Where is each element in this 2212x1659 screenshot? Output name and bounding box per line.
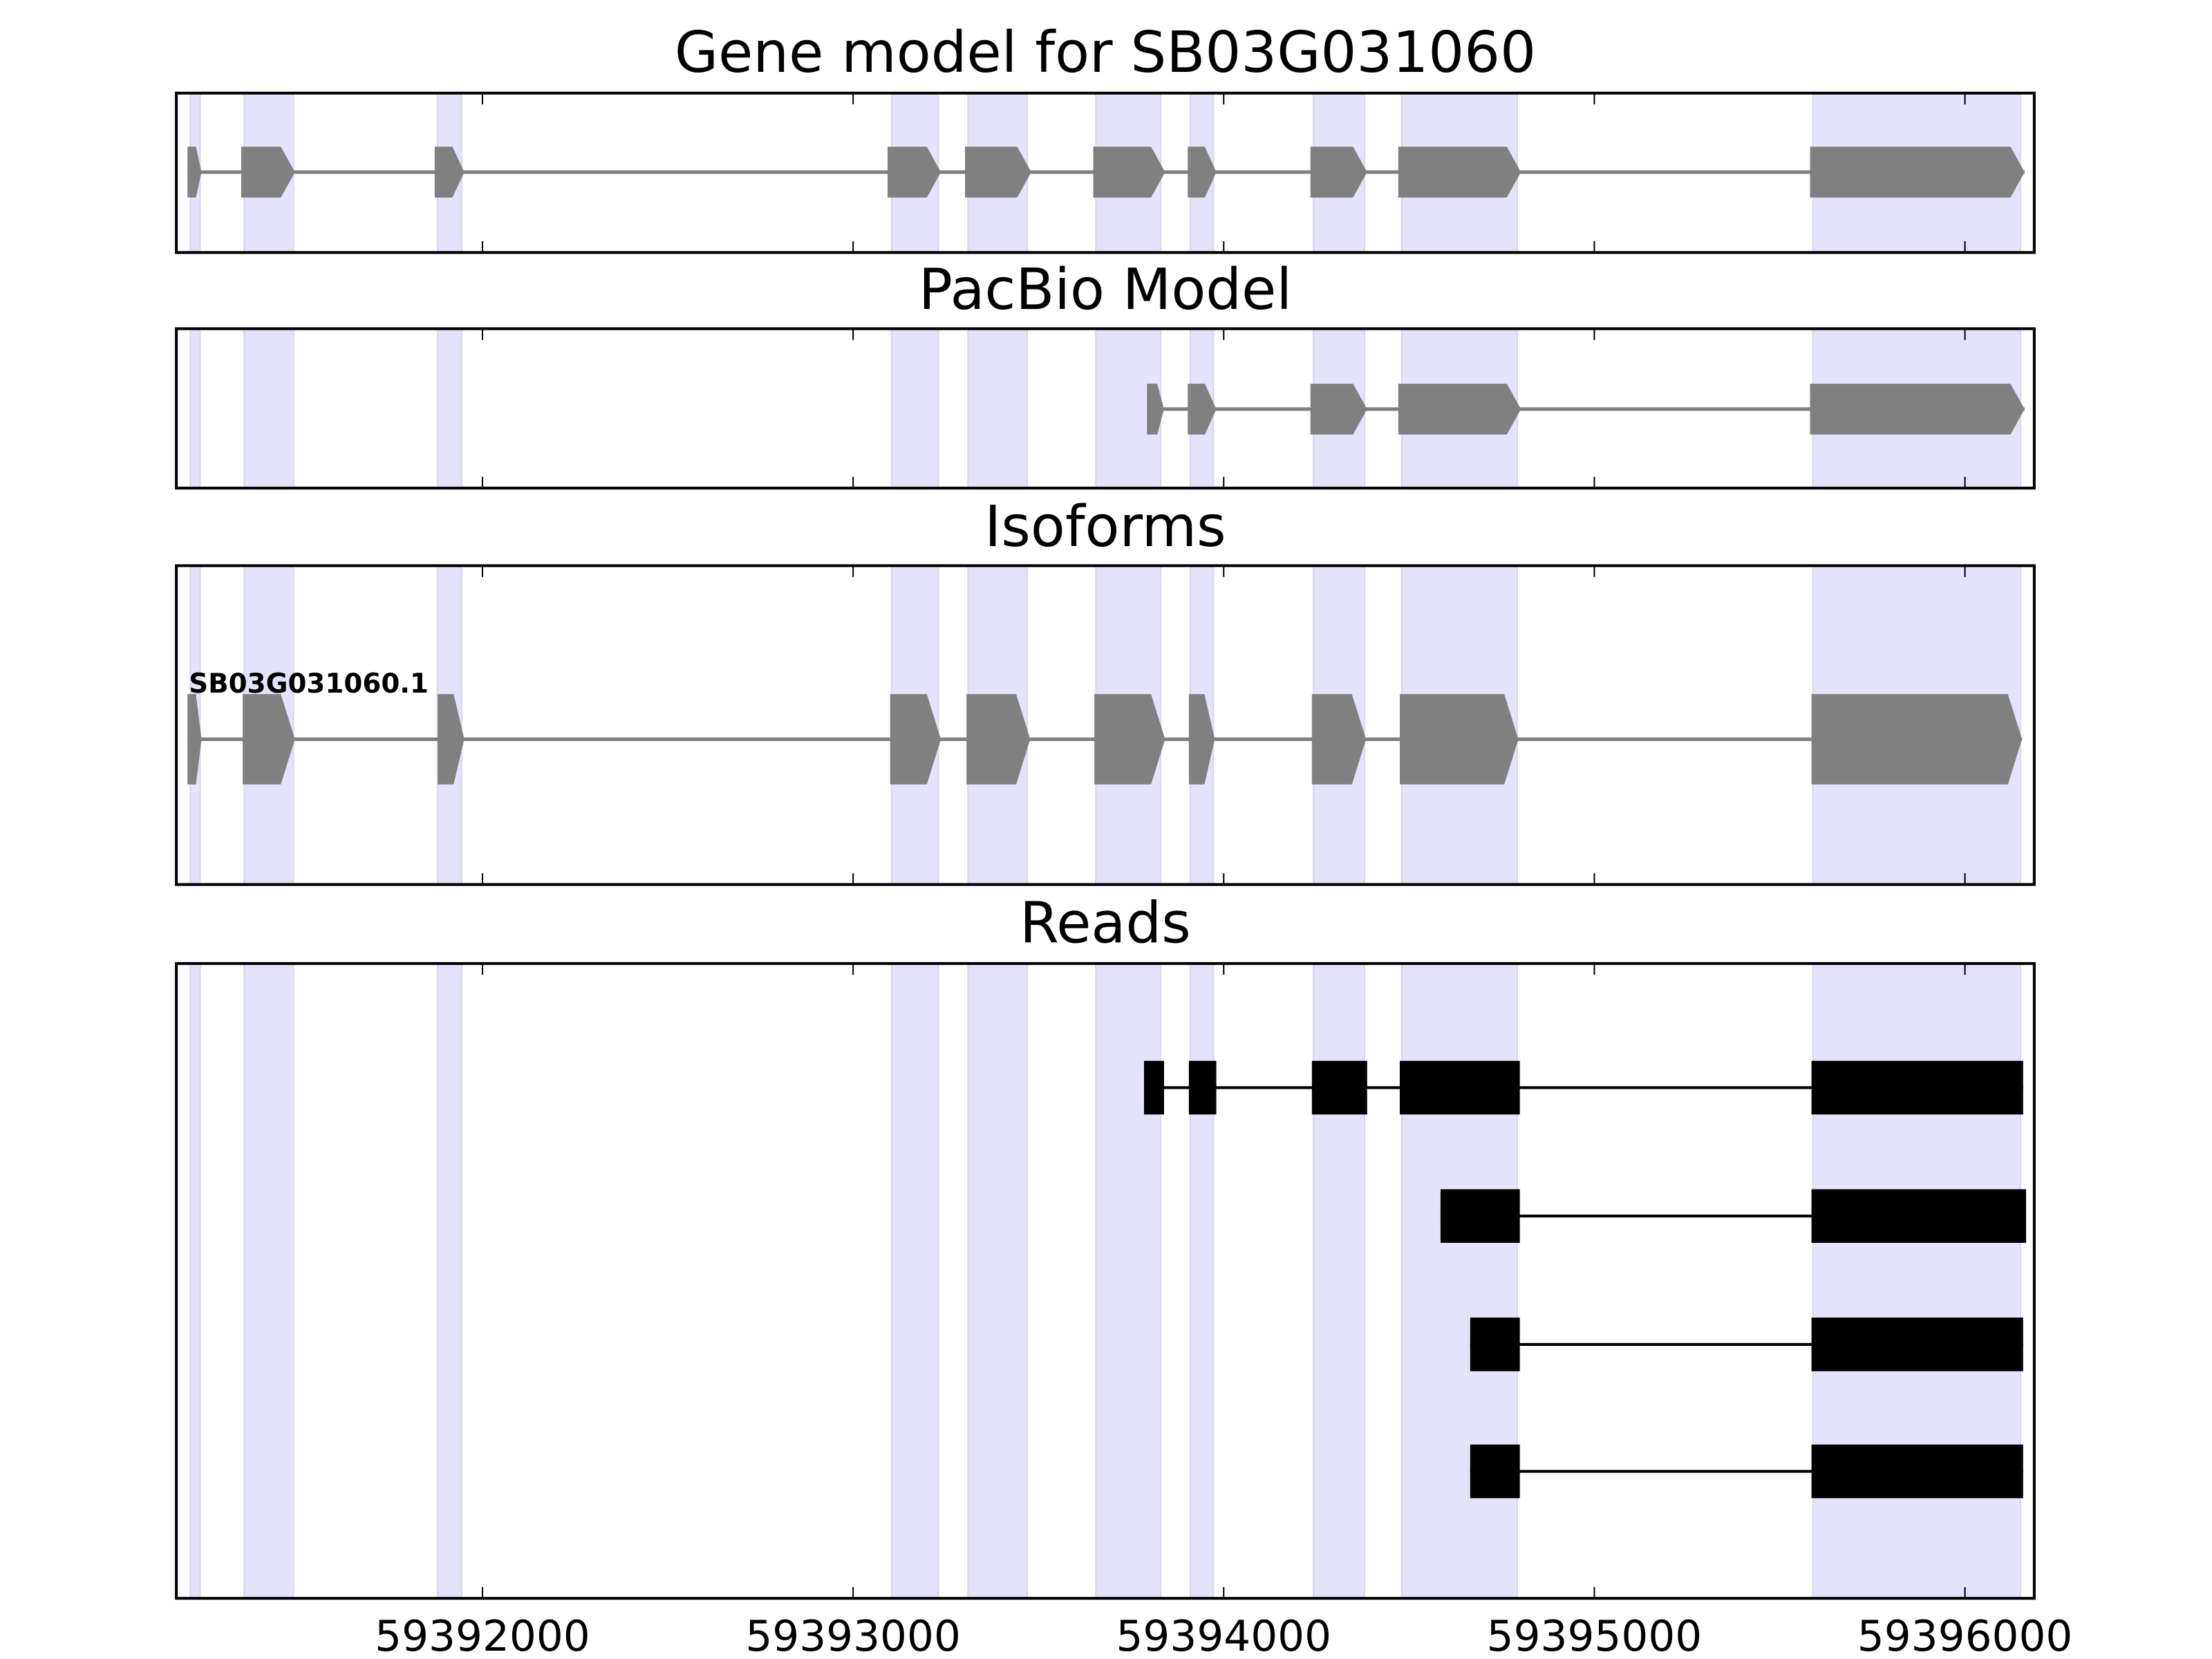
exon-arrow xyxy=(887,147,941,198)
panel-title: Isoforms xyxy=(984,494,1226,560)
x-tick-label: 59392000 xyxy=(375,1612,590,1659)
read-exon-block xyxy=(1440,1189,1520,1243)
panel-title: Gene model for SB03G031060 xyxy=(675,20,1536,86)
shaded-exon-region xyxy=(890,328,939,489)
exon-arrow xyxy=(1093,147,1165,198)
read-exon-block xyxy=(1811,1444,2023,1499)
exon-arrow xyxy=(890,694,941,785)
x-tick-label: 59394000 xyxy=(1116,1612,1331,1659)
shaded-exon-region xyxy=(189,328,201,489)
exon-arrow xyxy=(966,694,1031,785)
shaded-exon-region xyxy=(967,328,1029,489)
panel-title: Reads xyxy=(1020,890,1191,956)
read-exon-block xyxy=(1811,1318,2023,1371)
shaded-exon-region xyxy=(1400,962,1518,1600)
exon-arrow xyxy=(1398,384,1521,435)
exon-arrow xyxy=(1811,694,2023,785)
exon-arrow xyxy=(1810,147,2025,198)
exon-arrow xyxy=(1310,384,1367,435)
shaded-exon-region xyxy=(243,328,294,489)
read-exon-block xyxy=(1470,1444,1520,1499)
panel-title: PacBio Model xyxy=(919,257,1292,323)
read-exon-block xyxy=(1311,1060,1367,1115)
read-exon-block xyxy=(1470,1318,1520,1371)
isoform-label: SB03G031060.1 xyxy=(189,668,429,700)
exon-arrow xyxy=(1399,694,1519,785)
panel-frame xyxy=(175,564,2036,886)
exon-arrow xyxy=(1147,384,1164,435)
read-exon-block xyxy=(1144,1060,1164,1115)
exon-arrow xyxy=(965,147,1032,198)
shaded-exon-region xyxy=(1190,962,1215,1600)
exon-arrow xyxy=(1398,147,1521,198)
x-tick-label: 59393000 xyxy=(745,1612,961,1659)
panel-1: PacBio Model xyxy=(175,257,2036,490)
read-exon-block xyxy=(1811,1060,2023,1115)
panel-frame xyxy=(175,962,2036,1600)
shaded-exon-region xyxy=(189,962,201,1600)
panel-2: Isoforms SB03G031060.1 xyxy=(175,494,2036,886)
exon-arrow xyxy=(1188,694,1215,785)
panel-0: Gene model for SB03G031060 xyxy=(175,20,2036,254)
exon-arrow xyxy=(434,147,465,198)
panel-frame xyxy=(175,327,2036,490)
panel-frame xyxy=(175,91,2036,254)
exon-arrow xyxy=(438,694,465,785)
exon-arrow xyxy=(241,147,295,198)
shaded-exon-region xyxy=(1812,962,2022,1600)
shaded-exon-region xyxy=(890,962,939,1600)
exon-arrow xyxy=(1188,384,1217,435)
exon-arrow xyxy=(1188,147,1217,198)
x-tick-label: 59396000 xyxy=(1857,1612,2073,1659)
exon-arrow xyxy=(243,694,295,785)
exon-arrow xyxy=(1094,694,1165,785)
shaded-exon-region xyxy=(1095,962,1162,1600)
exon-arrow xyxy=(1311,694,1367,785)
shaded-exon-region xyxy=(243,962,294,1600)
shaded-exon-region xyxy=(437,962,462,1600)
shaded-exon-region xyxy=(1313,962,1366,1600)
read-exon-block xyxy=(1811,1189,2027,1243)
exon-arrow xyxy=(1810,384,2025,435)
shaded-exon-region xyxy=(437,328,462,489)
shaded-exon-region xyxy=(967,962,1029,1600)
x-tick-label: 59395000 xyxy=(1487,1612,1703,1659)
read-exon-block xyxy=(1399,1060,1520,1115)
exon-arrow xyxy=(187,694,202,785)
exon-arrow xyxy=(187,147,202,198)
read-exon-block xyxy=(1188,1060,1217,1115)
exon-arrow xyxy=(1310,147,1367,198)
panel-3: Reads xyxy=(175,890,2036,1600)
